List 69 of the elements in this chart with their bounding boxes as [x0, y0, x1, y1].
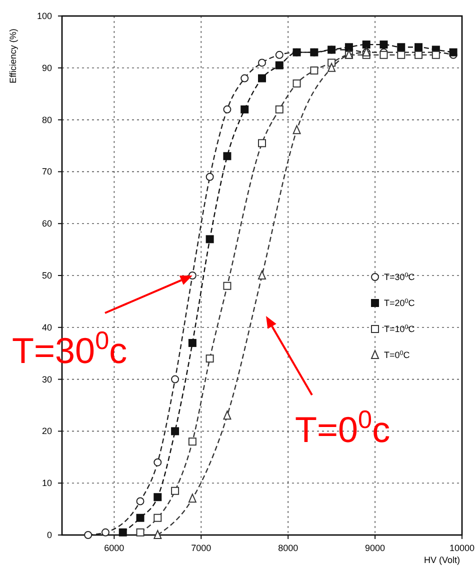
- y-tick-label: 40: [42, 322, 52, 332]
- y-tick-label: 90: [42, 62, 52, 73]
- y-tick-label: 70: [42, 166, 52, 177]
- point: [171, 486, 180, 495]
- y-tick-label: 20: [42, 426, 52, 436]
- point: [171, 375, 180, 384]
- x-tick-label: 7000: [191, 543, 212, 553]
- y-tick-label: 100: [36, 11, 52, 21]
- point: [206, 172, 214, 181]
- y-axis-title: Efficiency (%): [8, 28, 18, 84]
- point: [275, 50, 284, 59]
- point: [292, 79, 301, 88]
- point: [275, 61, 284, 70]
- point: [258, 270, 266, 280]
- point: [223, 152, 232, 160]
- point: [414, 43, 423, 52]
- point: [188, 438, 196, 446]
- legend-label: T=20$^{0}$C: [384, 298, 416, 308]
- point: [223, 410, 232, 420]
- x-tick-label: 10000: [449, 543, 475, 553]
- point: [380, 40, 388, 49]
- point: [118, 528, 127, 536]
- x-tick-label: 8000: [278, 543, 298, 553]
- point: [171, 427, 180, 436]
- point: [154, 514, 162, 522]
- point: [188, 338, 196, 347]
- legend-label: T=10$^{0}$C: [384, 324, 416, 334]
- point: [154, 458, 162, 466]
- point: [258, 58, 266, 67]
- y-tick-label: 50: [42, 270, 52, 280]
- point: [449, 48, 458, 56]
- point: [328, 62, 336, 72]
- y-tick-label: 0: [46, 530, 52, 540]
- point: [380, 50, 388, 59]
- point: [154, 493, 162, 502]
- point: [344, 43, 353, 52]
- x-tick-label: 9000: [365, 543, 386, 553]
- y-tick-label: 10: [42, 478, 52, 488]
- point: [206, 235, 214, 244]
- point: [84, 531, 92, 539]
- point: [397, 43, 406, 52]
- point: [223, 282, 232, 290]
- x-axis-title: HV (Volt): [424, 555, 460, 565]
- point: [101, 528, 110, 536]
- point: [240, 105, 249, 114]
- point: [154, 530, 162, 539]
- point: [292, 125, 301, 134]
- point: [240, 74, 249, 82]
- point: [432, 50, 440, 59]
- point: [206, 354, 214, 363]
- y-tick-label: 30: [42, 374, 52, 384]
- point: [136, 514, 144, 522]
- point: [397, 50, 406, 59]
- legend-label: T=0$^{0}$C: [384, 350, 410, 360]
- point: [136, 497, 144, 506]
- point: [188, 494, 196, 503]
- point: [362, 40, 370, 49]
- point: [310, 66, 318, 74]
- y-tick-label: 80: [42, 114, 52, 125]
- point: [223, 105, 232, 114]
- annotation: T=0$^{0}$c: [295, 406, 390, 450]
- point: [136, 528, 144, 536]
- point: [258, 74, 266, 82]
- legend-label: T=30$^{0}$C: [384, 272, 416, 282]
- x-tick-label: 6000: [104, 543, 124, 553]
- point: [258, 139, 266, 148]
- y-tick-label: 60: [42, 218, 52, 229]
- point: [275, 105, 284, 114]
- point: [414, 50, 423, 59]
